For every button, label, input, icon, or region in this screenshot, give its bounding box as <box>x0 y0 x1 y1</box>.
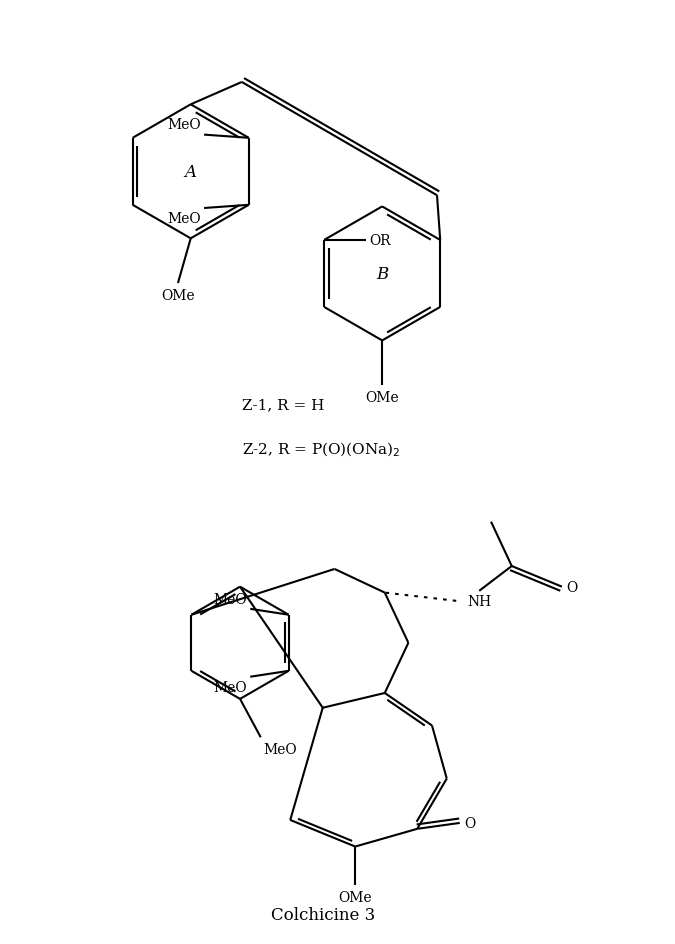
Text: Colchicine 3: Colchicine 3 <box>271 906 375 923</box>
Text: Z-1, R = H: Z-1, R = H <box>242 397 324 412</box>
Text: OR: OR <box>369 234 390 247</box>
Text: MeO: MeO <box>214 680 247 694</box>
Text: MeO: MeO <box>264 742 297 756</box>
Text: B: B <box>376 265 388 282</box>
Text: OMe: OMe <box>338 889 372 903</box>
Text: O: O <box>464 816 476 830</box>
Text: OMe: OMe <box>161 289 195 303</box>
Text: MeO: MeO <box>214 592 247 606</box>
Text: O: O <box>567 580 578 594</box>
Text: A: A <box>185 163 196 180</box>
Text: MeO: MeO <box>167 118 201 132</box>
Text: OMe: OMe <box>365 391 399 405</box>
Text: Z-2, R = P(O)(ONa)$_2$: Z-2, R = P(O)(ONa)$_2$ <box>242 440 400 459</box>
Text: NH: NH <box>467 595 491 609</box>
Text: MeO: MeO <box>167 212 201 226</box>
